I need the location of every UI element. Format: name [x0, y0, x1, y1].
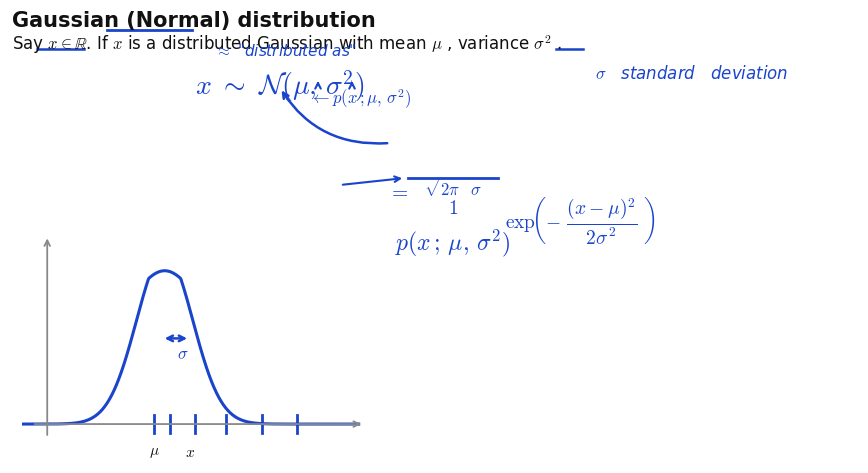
Text: $x$: $x$ [185, 445, 195, 460]
Text: Say $x \in \mathbb{R}$. If $x$ is a distributed Gaussian with mean $\mu$ , varia: Say $x \in \mathbb{R}$. If $x$ is a dist… [12, 33, 562, 56]
Text: $\leftarrow p(x\,;\mu,\,\sigma^2)$: $\leftarrow p(x\,;\mu,\,\sigma^2)$ [310, 88, 411, 112]
Text: $\sqrt{2\pi}\ \ \sigma$: $\sqrt{2\pi}\ \ \sigma$ [424, 176, 482, 199]
Text: $\sigma$   standard   deviation: $\sigma$ standard deviation [595, 65, 788, 83]
Text: $\sigma$: $\sigma$ [177, 345, 188, 363]
Text: $\approx$ "distributed as": $\approx$ "distributed as" [215, 43, 357, 59]
Text: $1$: $1$ [448, 199, 458, 218]
Text: $=$: $=$ [388, 181, 409, 201]
Text: $\mathrm{exp}\!\left(-\ \dfrac{(x-\mu)^2}{2\sigma^2}\ \right)$: $\mathrm{exp}\!\left(-\ \dfrac{(x-\mu)^2… [505, 195, 656, 246]
Text: Gaussian (Normal) distribution: Gaussian (Normal) distribution [12, 11, 376, 31]
Text: $x\ \sim\ \mathcal{N}(\mu,\,\sigma^2)$: $x\ \sim\ \mathcal{N}(\mu,\,\sigma^2)$ [195, 68, 365, 104]
Text: $\mu$: $\mu$ [149, 445, 160, 460]
Text: $p(x\,;\,\mu,\,\sigma^2)$: $p(x\,;\,\mu,\,\sigma^2)$ [395, 228, 510, 259]
